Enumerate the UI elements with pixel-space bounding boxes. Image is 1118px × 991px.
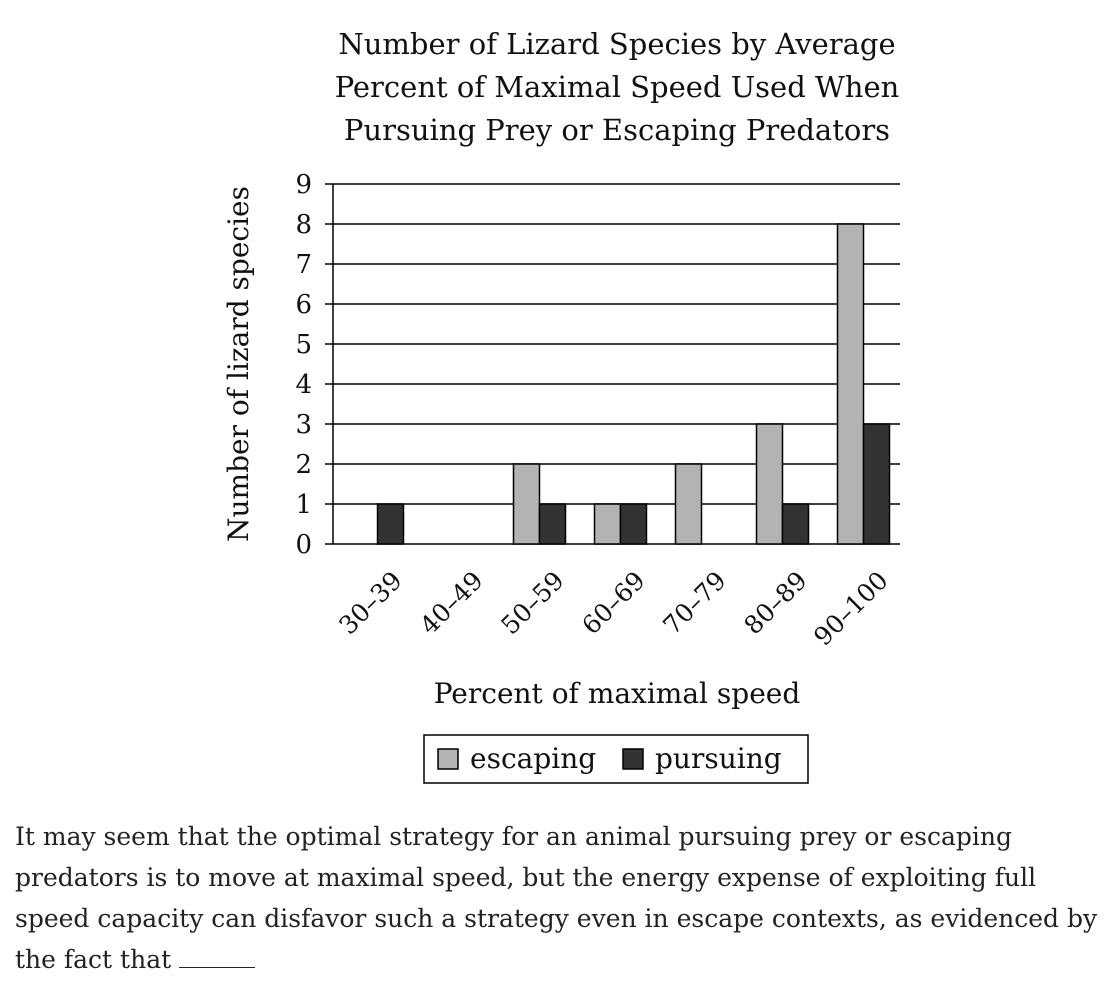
x-axis-label: Percent of maximal speed	[434, 677, 801, 710]
question-text: It may seem that the optimal strategy fo…	[15, 816, 1105, 980]
x-tick-label: 40–49	[414, 566, 488, 640]
y-tick-label: 7	[295, 250, 312, 280]
y-tick-label: 6	[295, 290, 312, 320]
x-tick-label: 30–39	[333, 566, 407, 640]
x-tick-label: 70–79	[657, 566, 731, 640]
bar-pursuing-3	[619, 503, 648, 545]
y-tick-label: 3	[295, 410, 312, 440]
bar-escaping-5	[755, 423, 784, 545]
bar-escaping-4	[674, 463, 703, 545]
x-tick-label: 50–59	[495, 566, 569, 640]
x-tick-label: 60–69	[576, 566, 650, 640]
chart-title: Number of Lizard Species by Average Perce…	[335, 27, 900, 147]
legend-label-pursuing: pursuing	[655, 742, 782, 775]
y-tick-label: 5	[295, 330, 312, 360]
bar-escaping-2	[512, 463, 541, 545]
bar-pursuing-5	[781, 503, 810, 545]
bar-pursuing-6	[862, 423, 891, 545]
bar-chart: Number of Lizard Species by Average Perce…	[222, 27, 900, 784]
bar-pursuing-2	[538, 503, 567, 545]
y-axis-ticks: 0 1 2 3 4 5 6 7 8 9	[295, 170, 312, 560]
y-tick-label: 1	[295, 490, 312, 520]
legend-box	[423, 734, 809, 784]
bar-escaping-3	[593, 503, 622, 545]
y-tick-label: 8	[295, 210, 312, 240]
bar-pursuing-0	[376, 503, 405, 545]
question-body: It may seem that the optimal strategy fo…	[15, 822, 1098, 974]
chart-title-line: Percent of Maximal Speed Used When	[335, 70, 900, 104]
legend-label-escaping: escaping	[470, 742, 596, 775]
y-tick-label: 4	[295, 370, 312, 400]
chart-title-line: Number of Lizard Species by Average	[338, 27, 895, 61]
y-axis-label: Number of lizard species	[222, 186, 255, 542]
bar-escaping-6	[836, 223, 865, 545]
bars	[376, 223, 891, 545]
answer-blank	[179, 943, 256, 968]
x-tick-label: 80–89	[738, 566, 812, 640]
legend-swatch-escaping	[437, 748, 459, 770]
y-tick-label: 9	[295, 170, 312, 200]
chart-title-line: Pursuing Prey or Escaping Predators	[344, 113, 890, 147]
legend: escaping pursuing	[423, 734, 809, 784]
gridlines	[325, 183, 900, 545]
y-tick-label: 2	[295, 450, 312, 480]
y-tick-label: 0	[295, 530, 312, 560]
x-tick-label: 90–100	[808, 566, 894, 652]
legend-swatch-pursuing	[622, 748, 644, 770]
